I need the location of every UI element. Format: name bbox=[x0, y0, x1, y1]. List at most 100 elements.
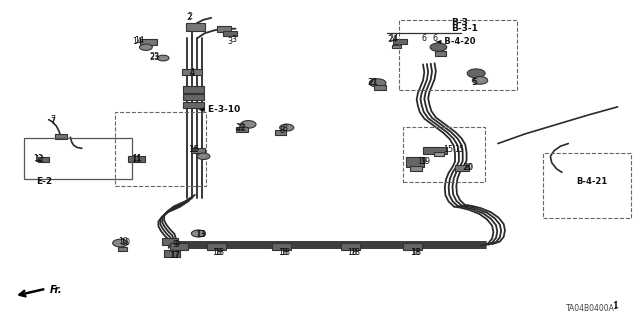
Bar bbox=[393, 39, 407, 44]
Text: 17: 17 bbox=[169, 251, 179, 260]
Text: 20: 20 bbox=[463, 163, 474, 172]
Text: 7: 7 bbox=[50, 115, 55, 124]
Bar bbox=[341, 243, 360, 250]
Bar bbox=[191, 148, 205, 153]
Bar bbox=[164, 250, 180, 257]
Bar bbox=[207, 243, 226, 250]
Bar bbox=[275, 130, 286, 135]
Text: 6: 6 bbox=[433, 34, 438, 43]
Bar bbox=[392, 45, 401, 48]
Text: 13: 13 bbox=[196, 230, 207, 239]
Text: 18: 18 bbox=[348, 248, 358, 257]
Text: 3: 3 bbox=[228, 37, 233, 46]
Text: 10: 10 bbox=[120, 238, 131, 247]
Text: 18: 18 bbox=[350, 248, 360, 257]
Text: 1: 1 bbox=[613, 301, 618, 310]
Text: 22: 22 bbox=[236, 123, 246, 132]
Text: 4: 4 bbox=[189, 68, 195, 77]
Text: ◄ B-4-20: ◄ B-4-20 bbox=[435, 37, 476, 46]
Bar bbox=[183, 102, 204, 108]
Circle shape bbox=[472, 77, 488, 84]
Bar bbox=[118, 247, 127, 251]
Text: 5: 5 bbox=[472, 78, 477, 87]
Bar bbox=[455, 165, 469, 171]
Text: 18: 18 bbox=[412, 248, 422, 257]
Text: 11: 11 bbox=[131, 155, 141, 164]
Circle shape bbox=[113, 239, 128, 247]
Text: 18: 18 bbox=[214, 248, 225, 257]
Bar bbox=[161, 238, 178, 245]
Text: 18: 18 bbox=[278, 248, 289, 257]
Text: 22: 22 bbox=[237, 124, 247, 133]
Bar bbox=[423, 147, 447, 154]
Text: 24: 24 bbox=[388, 34, 399, 43]
Bar bbox=[140, 39, 157, 45]
Bar bbox=[38, 157, 49, 162]
Text: B-3-1: B-3-1 bbox=[451, 24, 478, 33]
Text: 23: 23 bbox=[150, 53, 160, 62]
Text: ◄ E-3-10: ◄ E-3-10 bbox=[198, 105, 241, 114]
Text: 16: 16 bbox=[189, 145, 199, 154]
Bar bbox=[374, 85, 386, 90]
Bar bbox=[399, 20, 517, 90]
Bar bbox=[236, 127, 248, 132]
Text: 15: 15 bbox=[454, 145, 465, 154]
Text: TA04B0400A: TA04B0400A bbox=[566, 304, 614, 313]
Text: 14: 14 bbox=[134, 36, 145, 45]
Circle shape bbox=[197, 153, 210, 160]
Text: 13: 13 bbox=[195, 230, 205, 239]
Text: 19: 19 bbox=[420, 157, 431, 166]
Text: B-3: B-3 bbox=[451, 18, 468, 27]
Bar bbox=[170, 243, 188, 250]
Text: 12: 12 bbox=[33, 154, 44, 163]
Text: 6: 6 bbox=[421, 34, 426, 43]
Text: 9: 9 bbox=[174, 240, 179, 249]
Bar bbox=[410, 166, 422, 171]
Bar bbox=[186, 23, 205, 31]
Text: Fr.: Fr. bbox=[50, 285, 63, 295]
Bar bbox=[115, 112, 206, 186]
Text: 2: 2 bbox=[188, 12, 193, 21]
Bar bbox=[24, 138, 132, 179]
Bar bbox=[182, 69, 202, 75]
Bar bbox=[183, 86, 204, 93]
Text: 18: 18 bbox=[410, 248, 420, 257]
Bar bbox=[403, 243, 422, 250]
Text: 12: 12 bbox=[35, 155, 45, 164]
Bar bbox=[435, 51, 446, 56]
Bar bbox=[217, 26, 231, 32]
Bar bbox=[223, 31, 237, 36]
Text: 1: 1 bbox=[612, 302, 617, 311]
Bar bbox=[128, 156, 145, 162]
Bar bbox=[55, 134, 67, 139]
Text: 8: 8 bbox=[282, 124, 287, 133]
Text: 2: 2 bbox=[186, 13, 191, 22]
Circle shape bbox=[140, 44, 152, 50]
Circle shape bbox=[467, 69, 485, 78]
Text: E-2: E-2 bbox=[36, 177, 52, 186]
Text: 17: 17 bbox=[170, 251, 180, 260]
Text: 15: 15 bbox=[443, 145, 453, 154]
Text: 16: 16 bbox=[188, 145, 198, 154]
Text: 24: 24 bbox=[387, 35, 397, 44]
Circle shape bbox=[157, 55, 169, 61]
Bar bbox=[543, 153, 631, 218]
Text: 19: 19 bbox=[417, 157, 428, 166]
Text: 20: 20 bbox=[462, 163, 472, 172]
Text: 14: 14 bbox=[132, 37, 143, 46]
Text: 3: 3 bbox=[232, 35, 237, 44]
Bar bbox=[403, 127, 485, 182]
Bar bbox=[272, 243, 291, 250]
Text: 9: 9 bbox=[172, 240, 177, 249]
Text: 7: 7 bbox=[50, 117, 55, 126]
Circle shape bbox=[430, 43, 447, 51]
Text: 18: 18 bbox=[212, 248, 223, 257]
Text: 5: 5 bbox=[471, 78, 476, 87]
Bar bbox=[406, 157, 424, 167]
Bar bbox=[435, 152, 444, 156]
Bar bbox=[183, 94, 204, 100]
Text: 8: 8 bbox=[279, 126, 284, 135]
Circle shape bbox=[191, 230, 205, 237]
Text: B-4-21: B-4-21 bbox=[576, 177, 607, 186]
Circle shape bbox=[280, 124, 294, 131]
